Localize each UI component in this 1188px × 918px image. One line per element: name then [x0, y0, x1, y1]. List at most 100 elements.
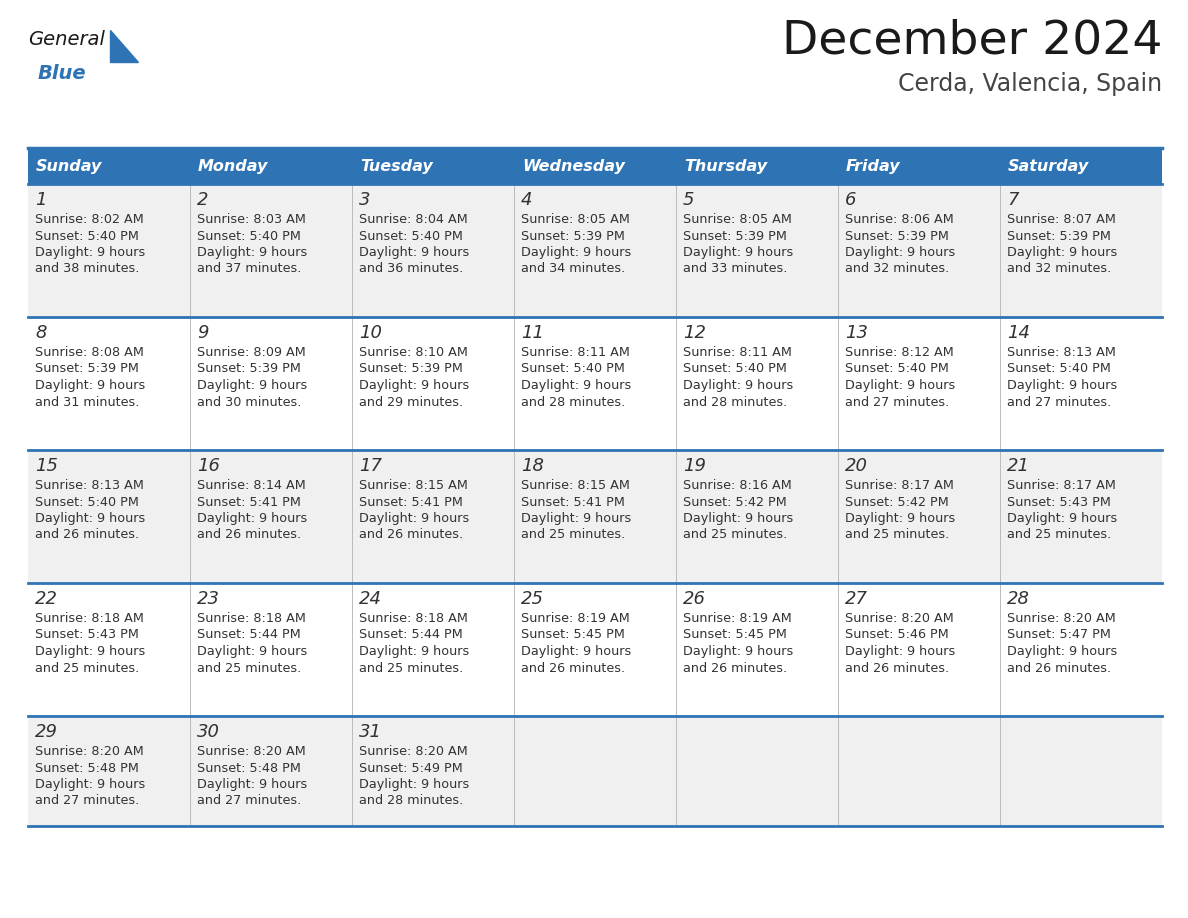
Text: 12: 12	[683, 324, 706, 342]
Text: and 26 minutes.: and 26 minutes.	[197, 529, 301, 542]
Text: Daylight: 9 hours: Daylight: 9 hours	[359, 778, 469, 791]
Text: Sunset: 5:39 PM: Sunset: 5:39 PM	[522, 230, 625, 242]
Text: Daylight: 9 hours: Daylight: 9 hours	[34, 246, 145, 259]
Bar	[838, 148, 1000, 184]
Text: 15: 15	[34, 457, 58, 475]
Text: and 32 minutes.: and 32 minutes.	[1007, 263, 1111, 275]
Text: Sunset: 5:40 PM: Sunset: 5:40 PM	[34, 496, 139, 509]
Text: 4: 4	[522, 191, 532, 209]
Text: and 26 minutes.: and 26 minutes.	[1007, 662, 1111, 675]
Text: Sunrise: 8:19 AM: Sunrise: 8:19 AM	[683, 612, 791, 625]
Text: Sunset: 5:39 PM: Sunset: 5:39 PM	[683, 230, 786, 242]
Text: and 26 minutes.: and 26 minutes.	[683, 662, 788, 675]
Text: and 25 minutes.: and 25 minutes.	[34, 662, 139, 675]
Text: Wednesday: Wednesday	[522, 159, 625, 174]
Text: 14: 14	[1007, 324, 1030, 342]
Text: 10: 10	[359, 324, 383, 342]
Text: Daylight: 9 hours: Daylight: 9 hours	[683, 645, 794, 658]
Text: and 25 minutes.: and 25 minutes.	[683, 529, 788, 542]
Text: Daylight: 9 hours: Daylight: 9 hours	[845, 645, 955, 658]
Text: Sunrise: 8:13 AM: Sunrise: 8:13 AM	[34, 479, 144, 492]
Text: Sunrise: 8:08 AM: Sunrise: 8:08 AM	[34, 346, 144, 359]
Text: Sunrise: 8:11 AM: Sunrise: 8:11 AM	[683, 346, 792, 359]
Text: 29: 29	[34, 723, 58, 741]
Text: Daylight: 9 hours: Daylight: 9 hours	[1007, 379, 1117, 392]
Text: Sunset: 5:42 PM: Sunset: 5:42 PM	[845, 496, 949, 509]
Text: and 27 minutes.: and 27 minutes.	[1007, 396, 1111, 409]
Text: and 38 minutes.: and 38 minutes.	[34, 263, 139, 275]
Text: 19: 19	[683, 457, 706, 475]
Text: Sunset: 5:39 PM: Sunset: 5:39 PM	[359, 363, 463, 375]
Text: 5: 5	[683, 191, 695, 209]
Text: and 34 minutes.: and 34 minutes.	[522, 263, 625, 275]
Text: Daylight: 9 hours: Daylight: 9 hours	[522, 645, 631, 658]
Text: Blue: Blue	[38, 64, 87, 83]
Text: 22: 22	[34, 590, 58, 608]
Text: Sunrise: 8:05 AM: Sunrise: 8:05 AM	[522, 213, 630, 226]
Bar	[29, 184, 1162, 317]
Text: 31: 31	[359, 723, 383, 741]
Text: Daylight: 9 hours: Daylight: 9 hours	[683, 379, 794, 392]
Text: and 32 minutes.: and 32 minutes.	[845, 263, 949, 275]
Text: and 28 minutes.: and 28 minutes.	[359, 794, 463, 808]
Text: Daylight: 9 hours: Daylight: 9 hours	[359, 645, 469, 658]
Text: Daylight: 9 hours: Daylight: 9 hours	[34, 645, 145, 658]
Text: Daylight: 9 hours: Daylight: 9 hours	[845, 246, 955, 259]
Text: Daylight: 9 hours: Daylight: 9 hours	[359, 512, 469, 525]
Text: Sunset: 5:40 PM: Sunset: 5:40 PM	[359, 230, 463, 242]
Text: Daylight: 9 hours: Daylight: 9 hours	[1007, 246, 1117, 259]
Bar	[352, 148, 514, 184]
Text: Sunset: 5:43 PM: Sunset: 5:43 PM	[1007, 496, 1111, 509]
Text: Sunset: 5:40 PM: Sunset: 5:40 PM	[683, 363, 786, 375]
Text: and 25 minutes.: and 25 minutes.	[522, 529, 625, 542]
Text: General: General	[29, 30, 105, 49]
Text: Sunrise: 8:02 AM: Sunrise: 8:02 AM	[34, 213, 144, 226]
Text: and 26 minutes.: and 26 minutes.	[34, 529, 139, 542]
Text: Sunset: 5:40 PM: Sunset: 5:40 PM	[845, 363, 949, 375]
Text: Sunrise: 8:20 AM: Sunrise: 8:20 AM	[359, 745, 468, 758]
Text: 27: 27	[845, 590, 868, 608]
Text: Sunrise: 8:18 AM: Sunrise: 8:18 AM	[34, 612, 144, 625]
Text: 28: 28	[1007, 590, 1030, 608]
Text: Sunday: Sunday	[36, 159, 102, 174]
Text: Sunrise: 8:12 AM: Sunrise: 8:12 AM	[845, 346, 954, 359]
Text: Daylight: 9 hours: Daylight: 9 hours	[197, 512, 308, 525]
Text: Daylight: 9 hours: Daylight: 9 hours	[1007, 512, 1117, 525]
Text: Daylight: 9 hours: Daylight: 9 hours	[197, 379, 308, 392]
Text: Sunrise: 8:09 AM: Sunrise: 8:09 AM	[197, 346, 305, 359]
Text: and 29 minutes.: and 29 minutes.	[359, 396, 463, 409]
Text: 13: 13	[845, 324, 868, 342]
Text: and 25 minutes.: and 25 minutes.	[845, 529, 949, 542]
Text: Sunset: 5:45 PM: Sunset: 5:45 PM	[683, 629, 786, 642]
Text: 23: 23	[197, 590, 220, 608]
Text: Daylight: 9 hours: Daylight: 9 hours	[683, 512, 794, 525]
Text: 1: 1	[34, 191, 46, 209]
Text: 2: 2	[197, 191, 209, 209]
Text: Daylight: 9 hours: Daylight: 9 hours	[522, 379, 631, 392]
Text: 6: 6	[845, 191, 857, 209]
Text: and 25 minutes.: and 25 minutes.	[359, 662, 463, 675]
Text: Friday: Friday	[846, 159, 901, 174]
Text: Daylight: 9 hours: Daylight: 9 hours	[1007, 645, 1117, 658]
Text: Sunset: 5:40 PM: Sunset: 5:40 PM	[197, 230, 301, 242]
Text: 7: 7	[1007, 191, 1018, 209]
Bar	[29, 583, 1162, 716]
Text: Sunrise: 8:03 AM: Sunrise: 8:03 AM	[197, 213, 305, 226]
Text: and 27 minutes.: and 27 minutes.	[197, 794, 302, 808]
Text: Daylight: 9 hours: Daylight: 9 hours	[197, 645, 308, 658]
Text: Daylight: 9 hours: Daylight: 9 hours	[845, 512, 955, 525]
Text: Sunset: 5:39 PM: Sunset: 5:39 PM	[197, 363, 301, 375]
Text: 21: 21	[1007, 457, 1030, 475]
Text: Daylight: 9 hours: Daylight: 9 hours	[359, 379, 469, 392]
Text: Sunrise: 8:16 AM: Sunrise: 8:16 AM	[683, 479, 791, 492]
Text: Sunset: 5:44 PM: Sunset: 5:44 PM	[359, 629, 463, 642]
Text: Sunrise: 8:17 AM: Sunrise: 8:17 AM	[845, 479, 954, 492]
Text: Thursday: Thursday	[684, 159, 767, 174]
Text: Daylight: 9 hours: Daylight: 9 hours	[34, 778, 145, 791]
Bar	[29, 148, 190, 184]
Text: Sunrise: 8:19 AM: Sunrise: 8:19 AM	[522, 612, 630, 625]
Bar	[190, 148, 352, 184]
Text: Sunset: 5:41 PM: Sunset: 5:41 PM	[197, 496, 301, 509]
Text: and 27 minutes.: and 27 minutes.	[34, 794, 139, 808]
Text: Sunset: 5:40 PM: Sunset: 5:40 PM	[34, 230, 139, 242]
